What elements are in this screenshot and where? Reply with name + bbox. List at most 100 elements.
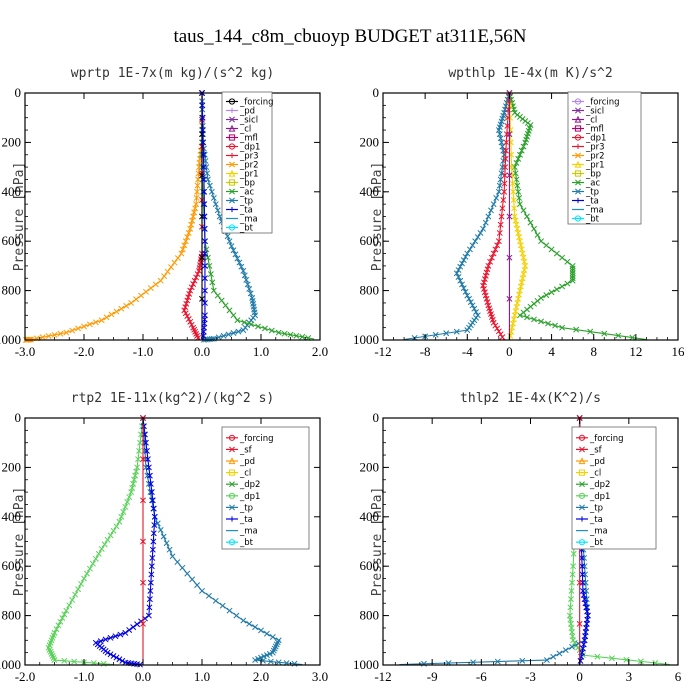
- series-point: [201, 250, 208, 257]
- series-point: [81, 323, 87, 330]
- series-point: [150, 505, 157, 512]
- series-point: [538, 238, 544, 245]
- series-point: [637, 658, 644, 665]
- series-point: [455, 267, 462, 273]
- series-point: [471, 305, 478, 312]
- series-point: [113, 308, 120, 315]
- series-point: [501, 188, 508, 195]
- series-point: [149, 555, 156, 561]
- chart-panel-4: thlp2 1E-4x(K^2)/s Pressure [hPa] -12 -9 -6 -…: [353, 391, 682, 684]
- series-point: [268, 327, 275, 334]
- series-point: [193, 274, 200, 281]
- series-point: [136, 447, 143, 454]
- series-point: [480, 225, 487, 232]
- series-point: [236, 259, 243, 266]
- series-point: [182, 238, 189, 245]
- series-point: [502, 155, 509, 162]
- series-point: [510, 188, 517, 195]
- series-point: [501, 180, 508, 187]
- series-line-1: [48, 417, 144, 666]
- series-point: [203, 164, 210, 171]
- series-point: [199, 114, 206, 121]
- series-point: [587, 328, 594, 335]
- series-point: [122, 629, 129, 636]
- series-point: [266, 650, 273, 657]
- legend-label: _sicl: [585, 107, 604, 117]
- series-point: [534, 232, 541, 238]
- y-tick-label: 1000: [0, 657, 21, 672]
- series-point: [86, 321, 93, 328]
- series-point: [275, 659, 282, 666]
- legend-label: _dp1: [589, 492, 610, 502]
- series-point: [178, 250, 185, 257]
- y-axis-label: Pressure [hPa]: [370, 487, 385, 597]
- legend-label: _pr3: [239, 152, 259, 162]
- series-point: [107, 651, 114, 658]
- series-point: [243, 276, 250, 283]
- x-tick-label: 6: [675, 669, 682, 684]
- legend-label: _pr2: [239, 161, 259, 171]
- legend-label: _forcing: [239, 434, 274, 444]
- legend-label: _ac: [239, 188, 254, 198]
- legend-marker: [228, 134, 236, 141]
- series-point: [281, 330, 288, 337]
- series-point: [218, 297, 225, 304]
- series-point: [520, 143, 527, 150]
- series-point: [222, 302, 229, 309]
- series-point: [553, 250, 560, 257]
- series-point: [179, 246, 186, 253]
- x-tick-label: 12: [629, 344, 642, 359]
- series-point: [570, 550, 577, 557]
- series-point: [246, 285, 253, 292]
- y-tick-label: 400: [360, 509, 380, 524]
- series-point: [559, 254, 566, 261]
- series-point: [556, 650, 563, 657]
- y-tick-label: 800: [2, 283, 22, 298]
- series-point: [45, 333, 52, 340]
- x-tick-label: -2.0: [15, 669, 36, 684]
- series-point: [466, 295, 472, 302]
- series-point: [187, 318, 194, 325]
- series-point: [191, 277, 198, 284]
- series-point: [477, 230, 484, 236]
- series-point: [267, 658, 274, 665]
- series-point: [502, 147, 509, 154]
- series-point: [455, 274, 462, 280]
- x-tick-label: 0.0: [135, 669, 151, 684]
- series-point: [59, 615, 66, 622]
- series-point: [184, 570, 191, 577]
- series-point: [488, 207, 494, 214]
- series-point: [148, 563, 155, 570]
- series-point: [552, 322, 559, 329]
- series-point: [233, 612, 240, 619]
- series-point: [569, 272, 576, 279]
- series-point: [199, 295, 205, 302]
- legend-label: _dp1: [585, 134, 606, 144]
- legend-marker: [579, 446, 585, 453]
- series-point: [161, 273, 168, 280]
- legend-marker: [229, 206, 235, 213]
- series-point: [255, 323, 262, 330]
- series-point: [210, 287, 217, 294]
- series-point: [562, 647, 569, 654]
- series-point: [120, 508, 127, 515]
- series-point: [196, 267, 203, 274]
- series-point: [199, 127, 206, 134]
- series-point: [548, 289, 555, 296]
- series-point: [482, 219, 489, 226]
- series-point: [263, 630, 270, 637]
- series-point: [144, 456, 151, 463]
- series-point: [193, 195, 200, 201]
- y-tick-label: 600: [2, 233, 22, 248]
- series-point: [230, 312, 237, 319]
- series-point: [507, 114, 514, 121]
- legend-marker: [574, 215, 582, 222]
- series-point: [200, 164, 207, 171]
- series-point: [101, 541, 108, 548]
- series-point: [86, 565, 93, 572]
- series-point: [494, 658, 501, 665]
- series-point: [147, 285, 154, 292]
- legend-marker: [228, 179, 236, 186]
- series-point: [261, 325, 268, 332]
